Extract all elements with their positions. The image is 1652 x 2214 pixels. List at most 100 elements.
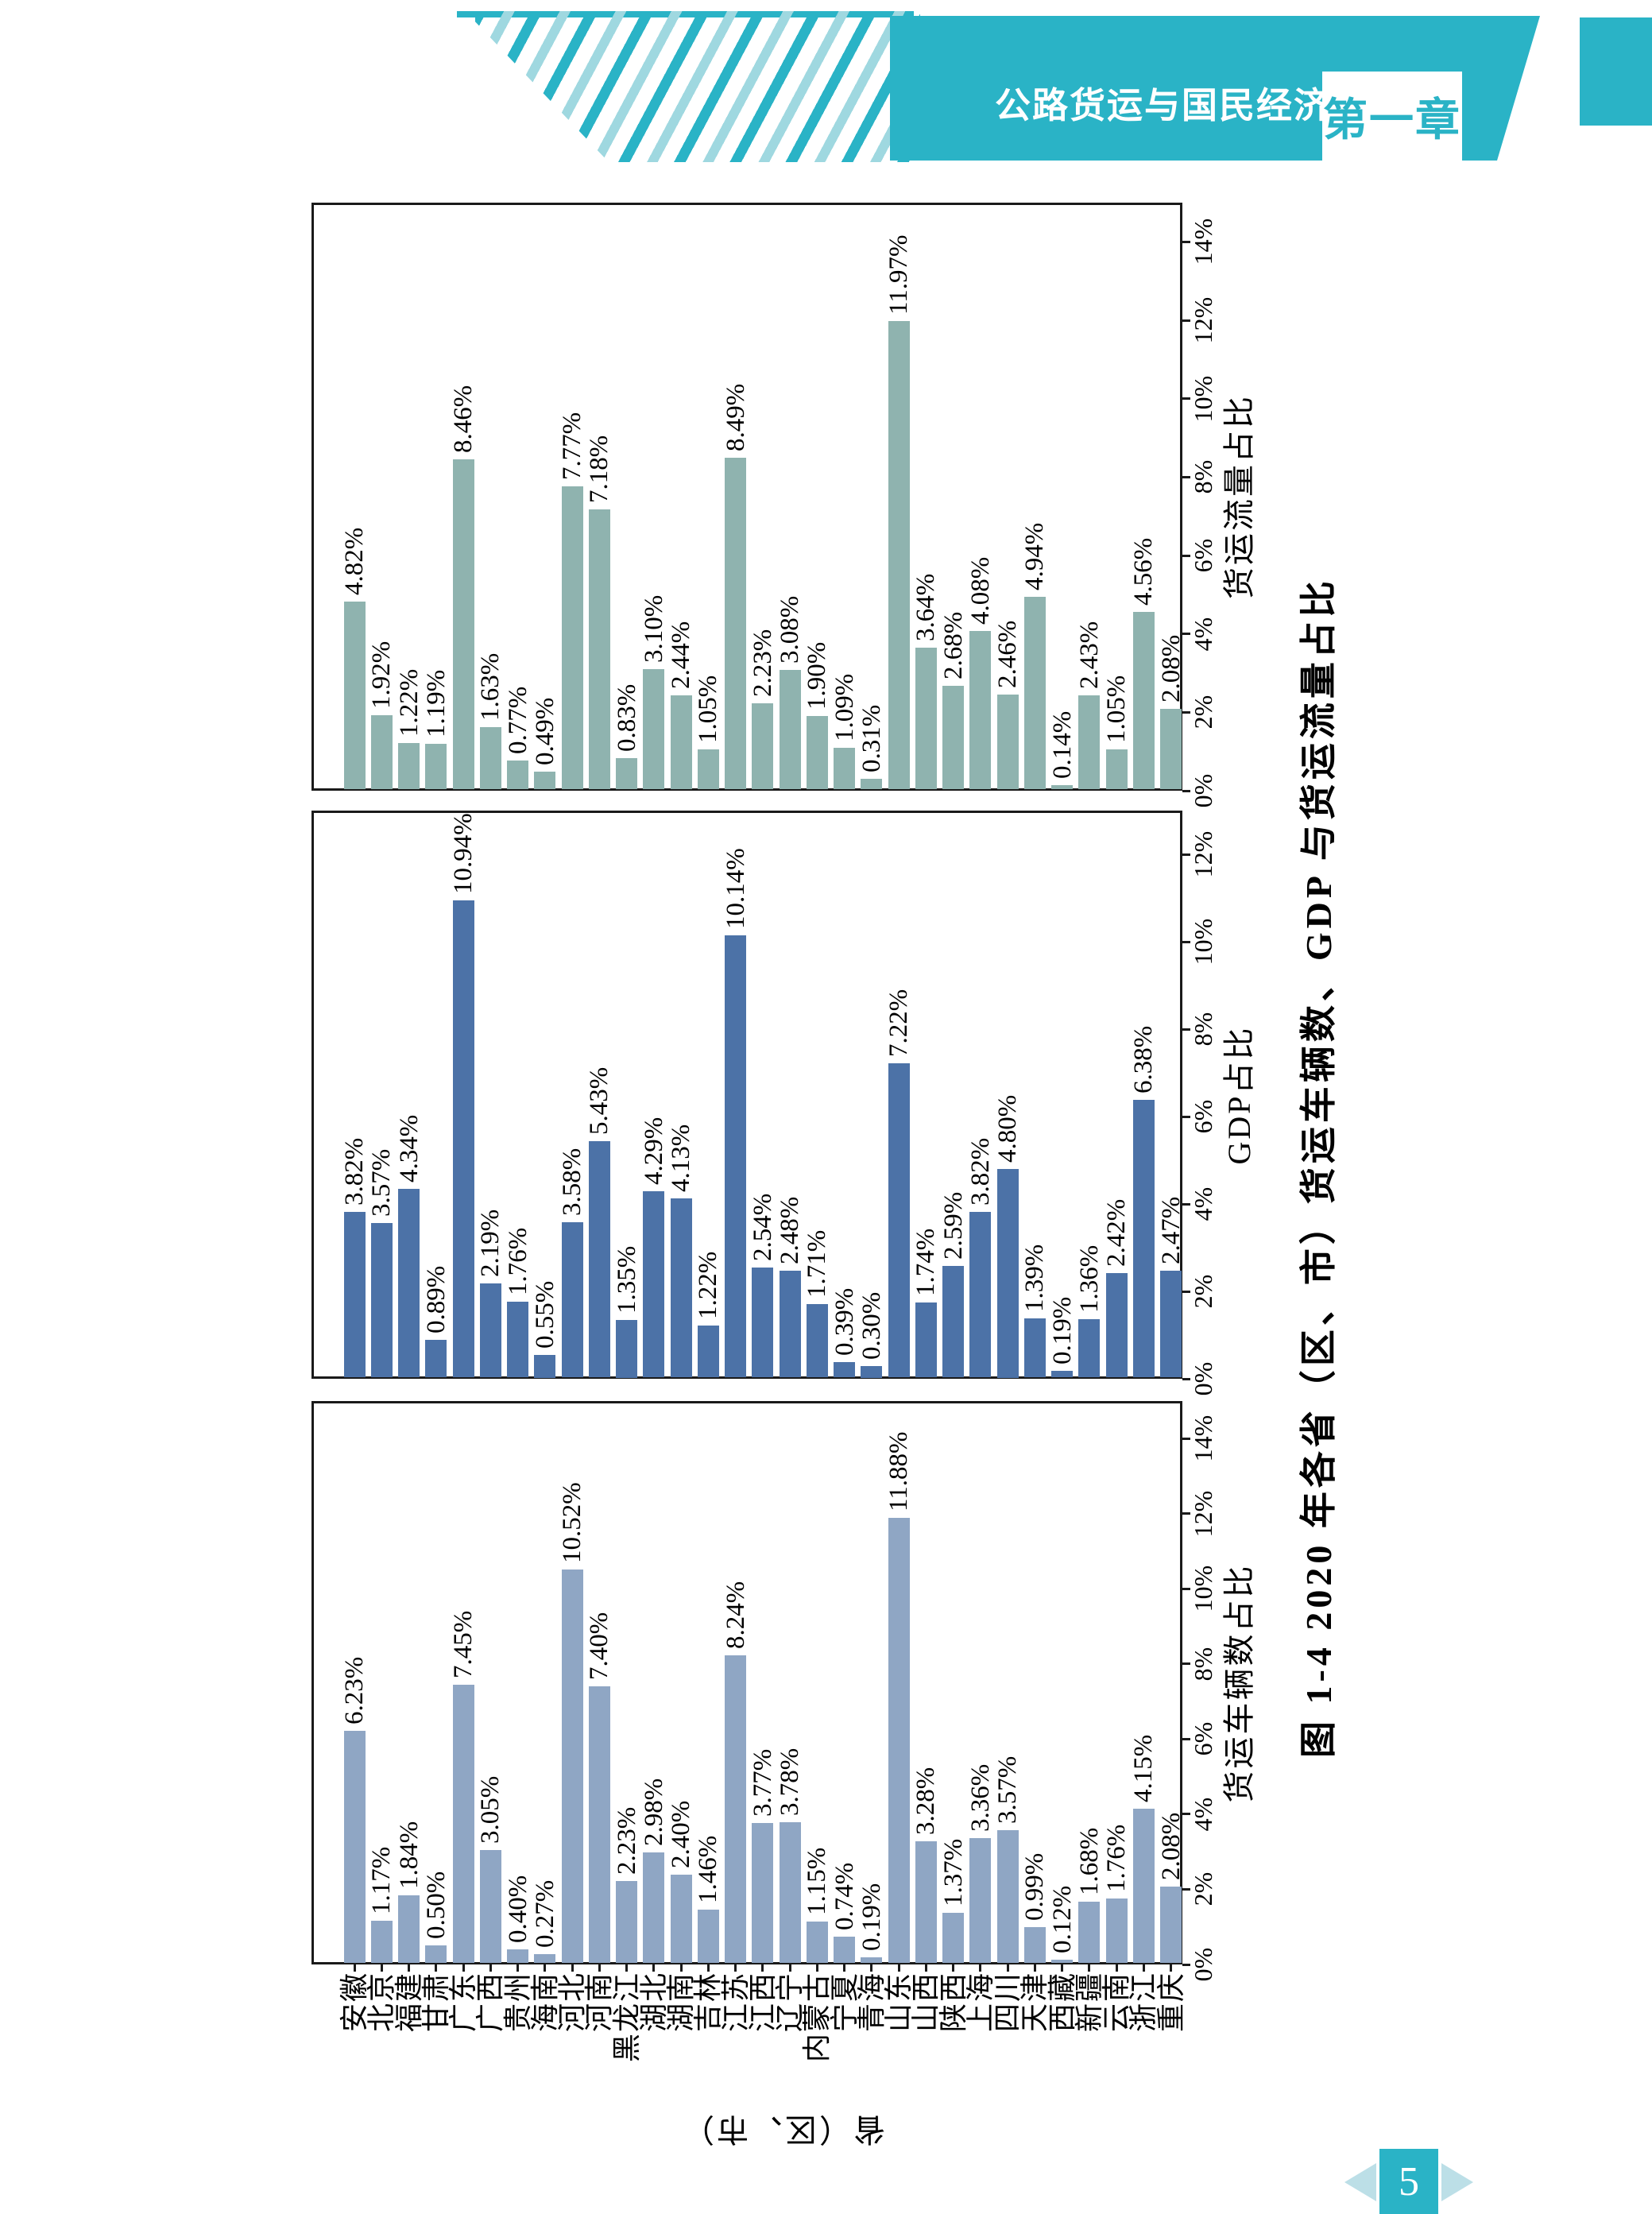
bar-value-label: 0.40% bbox=[503, 1875, 532, 1944]
axis-tick-label: 4% bbox=[1189, 1797, 1217, 1832]
bar-新疆 bbox=[1078, 1319, 1101, 1378]
bar-宁夏 bbox=[834, 1361, 855, 1378]
axis-tick-label: 10% bbox=[1189, 1566, 1217, 1612]
bar-新疆 bbox=[1078, 1901, 1101, 1964]
category-label-黑龙江: 黑龙江 bbox=[610, 1972, 643, 2063]
bar-江苏 bbox=[725, 935, 746, 1378]
figure-caption: 图 1-4 2020 年各省（区、市）货运车辆数、GDP 与货运流量占比 bbox=[1298, 577, 1339, 1758]
bar-value-label: 0.74% bbox=[830, 1862, 859, 1931]
category-tick bbox=[462, 1964, 465, 1972]
axis-tick-label: 2% bbox=[1189, 1274, 1217, 1309]
category-label-四川: 四川 bbox=[992, 1972, 1023, 2033]
category-label-辽宁: 辽宁 bbox=[774, 1972, 806, 2033]
axis-tick-label: 6% bbox=[1189, 1099, 1217, 1134]
bar-山西 bbox=[915, 1840, 937, 1964]
axis-tick bbox=[1182, 789, 1190, 792]
bar-value-label: 5.43% bbox=[585, 1067, 614, 1136]
category-label-上海: 上海 bbox=[964, 1972, 996, 2033]
bar-value-label: 1.84% bbox=[394, 1821, 424, 1890]
bar-江西 bbox=[752, 703, 774, 790]
chapter-badge-label: 第一章 bbox=[1323, 94, 1461, 145]
bar-value-label: 3.64% bbox=[911, 574, 941, 642]
axis-tick-label: 6% bbox=[1189, 1722, 1217, 1756]
bar-江苏 bbox=[725, 458, 746, 790]
axis-tick bbox=[1182, 1813, 1190, 1816]
category-label-天津: 天津 bbox=[1019, 1972, 1051, 2033]
bar-山西 bbox=[915, 1302, 937, 1378]
bar-value-label: 0.99% bbox=[1020, 1852, 1050, 1922]
category-tick bbox=[652, 1964, 656, 1972]
category-tick bbox=[516, 1964, 519, 1972]
bar-value-label: 3.28% bbox=[911, 1767, 941, 1835]
axis-tick bbox=[1182, 1115, 1190, 1118]
bar-value-label: 7.45% bbox=[449, 1610, 478, 1678]
value-axis-title-货运车辆数占比: 货运车辆数占比 bbox=[1221, 1563, 1257, 1802]
bar-湖北 bbox=[643, 669, 665, 790]
bar-value-label: 11.97% bbox=[884, 234, 913, 315]
category-label-湖南: 湖南 bbox=[665, 1972, 697, 2033]
category-tick bbox=[1061, 1964, 1063, 1972]
axis-tick-label: 12% bbox=[1189, 830, 1217, 878]
bar-value-label: 0.39% bbox=[830, 1287, 859, 1356]
bar-青海 bbox=[861, 1957, 883, 1964]
value-axis-title-GDP占比: GDP占比 bbox=[1221, 1024, 1257, 1165]
bar-福建 bbox=[398, 1189, 420, 1378]
bar-云南 bbox=[1105, 1898, 1128, 1964]
bar-value-label: 1.19% bbox=[421, 670, 451, 738]
bar-湖南 bbox=[670, 695, 692, 790]
bar-宁夏 bbox=[834, 748, 855, 790]
bar-value-label: 3.82% bbox=[965, 1137, 995, 1206]
bar-value-label: 2.48% bbox=[776, 1196, 804, 1264]
bar-北京 bbox=[370, 715, 393, 790]
bar-辽宁 bbox=[779, 1822, 801, 1964]
category-label-青海: 青海 bbox=[855, 1972, 888, 2033]
bar-天津 bbox=[1023, 1318, 1046, 1378]
bar-云南 bbox=[1105, 1272, 1128, 1378]
bar-安徽 bbox=[343, 602, 366, 790]
bar-value-label: 8.49% bbox=[721, 383, 750, 452]
axis-tick-label: 2% bbox=[1189, 1872, 1217, 1906]
bar-value-label: 3.36% bbox=[965, 1763, 995, 1833]
axis-tick bbox=[1182, 1437, 1190, 1440]
bar-浙江 bbox=[1132, 1808, 1155, 1964]
bar-黑龙江 bbox=[616, 1319, 637, 1378]
bar-内蒙古 bbox=[806, 716, 828, 790]
category-tick bbox=[1006, 1964, 1009, 1972]
bar-贵州 bbox=[507, 761, 528, 790]
category-tick bbox=[870, 1964, 873, 1972]
axis-tick bbox=[1182, 397, 1190, 401]
category-tick bbox=[1142, 1964, 1145, 1972]
axis-tick bbox=[1182, 853, 1190, 856]
bar-浙江 bbox=[1132, 1100, 1155, 1378]
page-number: 5 bbox=[1399, 2158, 1419, 2204]
bar-上海 bbox=[969, 1211, 992, 1378]
bar-辽宁 bbox=[779, 670, 801, 790]
axis-tick bbox=[1182, 1028, 1190, 1031]
axis-tick-label: 0% bbox=[1189, 1947, 1217, 1982]
category-tick bbox=[761, 1964, 764, 1972]
bar-甘肃 bbox=[425, 744, 447, 790]
bar-value-label: 2.68% bbox=[938, 611, 968, 679]
bar-value-label: 1.76% bbox=[1102, 1824, 1131, 1892]
bar-江西 bbox=[752, 1268, 774, 1378]
axis-tick-label: 8% bbox=[1189, 1012, 1217, 1047]
category-label-浙江: 浙江 bbox=[1128, 1972, 1160, 2033]
bar-value-label: 0.77% bbox=[503, 686, 532, 754]
bar-北京 bbox=[370, 1920, 393, 1964]
bar-陕西 bbox=[942, 1265, 964, 1378]
bar-value-label: 0.55% bbox=[530, 1280, 559, 1349]
bar-陕西 bbox=[942, 1913, 964, 1964]
bar-内蒙古 bbox=[806, 1303, 828, 1378]
bar-value-label: 0.83% bbox=[612, 683, 641, 753]
bar-value-label: 3.05% bbox=[476, 1775, 505, 1844]
axis-tick-label: 0% bbox=[1189, 1361, 1217, 1396]
bar-value-label: 0.50% bbox=[421, 1871, 451, 1940]
axis-tick bbox=[1182, 1737, 1190, 1740]
bar-value-label: 3.08% bbox=[776, 595, 804, 664]
category-label-江西: 江西 bbox=[746, 1972, 779, 2033]
bar-广东 bbox=[452, 459, 474, 790]
bar-吉林 bbox=[697, 1325, 719, 1378]
bar-value-label: 2.59% bbox=[938, 1191, 968, 1260]
axis-tick bbox=[1182, 240, 1190, 243]
